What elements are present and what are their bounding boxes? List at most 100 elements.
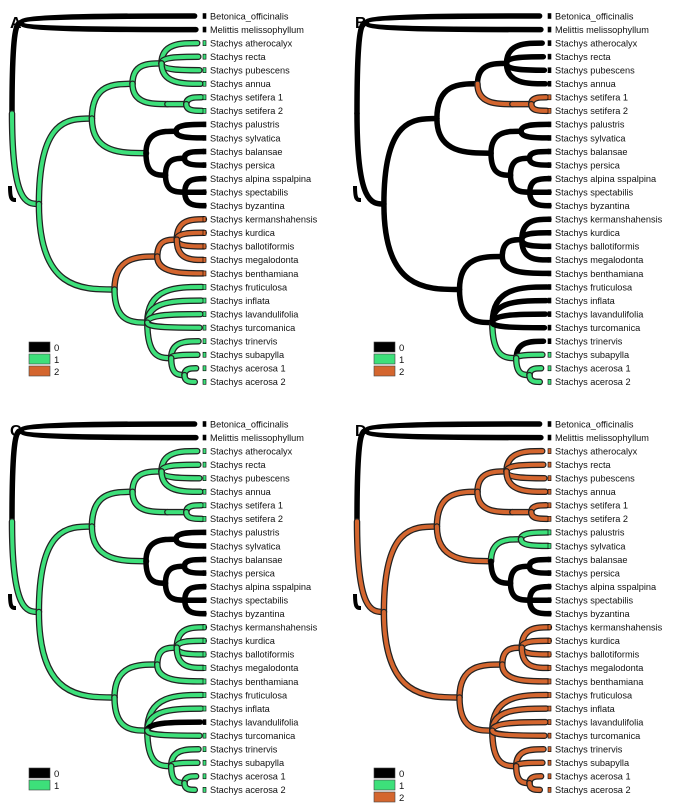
branch-outline: [433, 523, 495, 565]
branch: [499, 253, 551, 277]
legend-label: 0: [399, 769, 404, 780]
branch: [89, 489, 135, 529]
tip-marker: [202, 80, 207, 87]
tip-marker: [547, 461, 552, 468]
branch: [490, 720, 548, 733]
branch: [489, 537, 523, 564]
branch: [9, 20, 24, 117]
tree-branches: [353, 421, 553, 794]
taxon-label: Betonica_officinalis: [555, 11, 634, 21]
panel-d: Betonica_officinalis Melittis melissophyl…: [353, 419, 663, 804]
tip-marker: [202, 175, 207, 182]
tip-marker: [202, 502, 207, 509]
branch-outline: [433, 488, 481, 530]
taxon-label: Stachys turcomanica: [210, 731, 296, 741]
tip-marker: [547, 665, 552, 671]
taxon-label: Stachys pubescens: [210, 66, 290, 76]
tip-marker: [202, 108, 207, 114]
branch: [173, 536, 206, 549]
tip-marker: [202, 148, 207, 155]
taxon-label: Stachys recta: [555, 460, 612, 470]
tip-marker: [202, 324, 207, 331]
legend-swatch: [373, 341, 396, 353]
branch: [363, 20, 544, 33]
taxon-label: Stachys alpina sspalpina: [555, 582, 657, 592]
taxon-labels: Betonica_officinalis Melittis melissophyl…: [547, 11, 663, 387]
branch: [130, 81, 170, 107]
branch: [488, 150, 514, 178]
taxon-label: Stachys spectabilis: [210, 595, 289, 605]
taxon-label: Stachys atherocalyx: [210, 38, 293, 48]
taxon-labels: Betonica_officinalis Melittis melissophyl…: [547, 419, 663, 795]
legend-swatch: [373, 365, 396, 377]
branch-outline: [35, 115, 96, 208]
tip-marker: [547, 202, 552, 209]
branch: [529, 510, 549, 521]
branch-outline: [8, 110, 43, 208]
branch: [184, 102, 204, 113]
tip-marker: [202, 556, 207, 563]
branch: [526, 563, 552, 576]
tip-marker: [202, 421, 207, 427]
branch: [143, 558, 169, 586]
branch: [181, 563, 207, 576]
tip-marker: [547, 773, 552, 780]
state-legend: 01: [28, 767, 59, 792]
legend-swatch: [373, 791, 396, 803]
taxon-label: Stachys acerosa 2: [210, 377, 286, 387]
taxon-label: Stachys lavandulifolia: [210, 309, 299, 319]
legend-label: 2: [54, 367, 59, 378]
taxon-label: Stachys pubescens: [210, 474, 290, 484]
taxon-label: Stachys palustris: [555, 120, 625, 130]
branch: [174, 645, 205, 670]
legend-label: 1: [54, 355, 59, 366]
tree-branches: [8, 13, 208, 386]
branch: [503, 60, 549, 87]
branch: [504, 469, 548, 494]
branch: [519, 645, 550, 670]
tip-marker: [547, 216, 552, 223]
branch: [173, 529, 206, 542]
branch: [181, 148, 207, 162]
tip-marker: [202, 202, 207, 209]
taxon-label: Stachys setifera 1: [210, 93, 283, 103]
tip-marker: [547, 324, 552, 331]
branch: [457, 695, 495, 733]
branch: [162, 580, 188, 603]
branch: [162, 155, 188, 178]
branch: [529, 102, 549, 113]
taxon-label: Stachys palustris: [210, 528, 280, 538]
taxon-label: Stachys megalodonta: [210, 663, 299, 673]
branch: [518, 121, 551, 134]
branch: [181, 155, 207, 168]
branch-outline: [8, 518, 43, 616]
branch: [507, 155, 533, 178]
tip-marker: [547, 189, 552, 195]
tip-marker: [202, 610, 207, 617]
taxon-label: Stachys kermanshahensis: [210, 623, 318, 633]
taxon-label: Stachys trinervis: [555, 745, 623, 755]
branch: [36, 610, 117, 700]
branch: [507, 580, 533, 603]
taxon-label: Stachys balansae: [555, 555, 628, 565]
taxon-label: Stachys annua: [210, 79, 272, 89]
branch: [434, 489, 480, 529]
tip-marker: [547, 570, 552, 576]
taxon-label: Melittis melissophyllum: [210, 25, 304, 35]
taxon-label: Stachys byzantina: [210, 609, 285, 619]
branch: [519, 230, 552, 243]
taxon-label: Stachys ballotiformis: [555, 650, 640, 660]
taxon-label: Stachys kermanshahensis: [555, 215, 663, 225]
branch: [488, 558, 514, 586]
tip-marker: [547, 243, 552, 250]
branch: [519, 236, 551, 263]
branch-outline: [88, 80, 136, 122]
taxon-label: Stachys spectabilis: [555, 187, 634, 197]
taxon-label: Stachys kurdica: [210, 636, 276, 646]
taxon-label: Stachys turcomanica: [555, 323, 641, 333]
taxon-label: Betonica_officinalis: [210, 11, 289, 21]
branch: [354, 428, 369, 525]
branch: [526, 556, 552, 570]
branch-outline: [88, 523, 150, 565]
taxon-label: Stachys atherocalyx: [555, 446, 638, 456]
